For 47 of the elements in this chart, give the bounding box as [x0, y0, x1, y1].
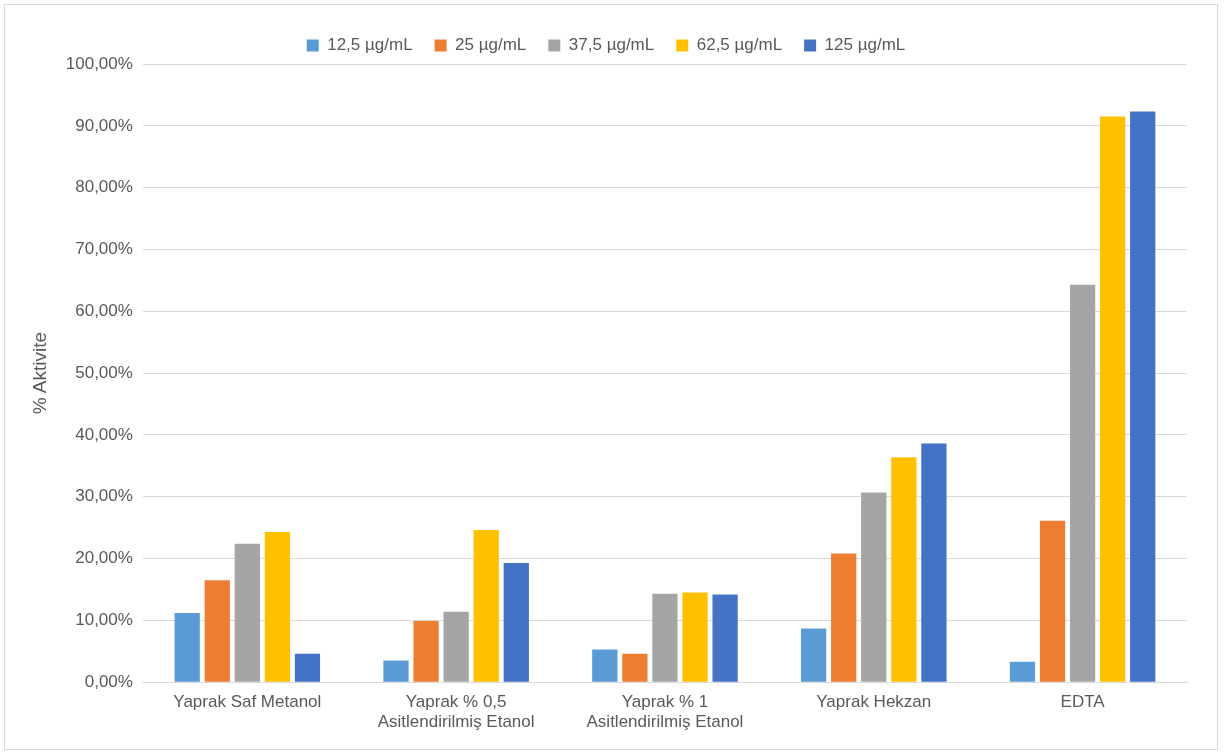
- x-tick-label: Yaprak % 0,5 Asitlendirilmiş Etanol: [377, 692, 535, 732]
- y-tick-label: 30,00%: [75, 486, 133, 506]
- bar: [1009, 661, 1036, 682]
- bar: [234, 543, 260, 682]
- y-tick-label: 100,00%: [65, 53, 133, 73]
- bar: [622, 653, 648, 682]
- bar: [503, 562, 529, 682]
- legend-label: 125 µg/mL: [824, 35, 906, 55]
- y-tick-label: 90,00%: [75, 115, 133, 135]
- legend-label: 25 µg/mL: [455, 35, 527, 55]
- y-tick-label: 40,00%: [75, 424, 133, 444]
- y-tick-label: 0,00%: [84, 671, 133, 691]
- bar: [652, 593, 678, 682]
- bar: [294, 653, 321, 682]
- y-tick-label: 10,00%: [75, 610, 133, 630]
- bar: [204, 580, 230, 682]
- bar: [264, 531, 291, 682]
- y-tick-label: 80,00%: [75, 177, 133, 197]
- x-tick-label: EDTA: [1060, 692, 1106, 712]
- bar: [174, 612, 200, 682]
- y-tick-label: 60,00%: [75, 300, 133, 320]
- legend-label: 12,5 µg/mL: [327, 35, 413, 55]
- bar: [831, 553, 857, 682]
- bar: [801, 628, 827, 682]
- bar: [443, 611, 469, 682]
- bar: [682, 592, 708, 682]
- bar: [1039, 520, 1066, 682]
- x-tick-label: Yaprak Saf Metanol: [173, 692, 322, 712]
- bar: [1100, 116, 1126, 682]
- bar: [383, 660, 409, 682]
- bar: [891, 457, 917, 682]
- x-tick-label: Yaprak Hekzan: [816, 692, 932, 712]
- bar: [592, 649, 618, 682]
- bar: [413, 621, 439, 682]
- y-tick-label: 50,00%: [75, 362, 133, 382]
- bar: [1130, 111, 1156, 682]
- legend-label: 37,5 µg/mL: [568, 35, 655, 55]
- bar: [921, 443, 947, 682]
- y-tick-label: 20,00%: [75, 548, 133, 568]
- legend-label: 62,5 µg/mL: [696, 35, 783, 55]
- bar: [473, 530, 499, 682]
- bar: [712, 594, 738, 682]
- x-tick-label: Yaprak % 1 Asitlendirilmiş Etanol: [586, 692, 744, 732]
- y-axis-title: % Aktivite: [28, 331, 50, 415]
- y-tick-label: 70,00%: [75, 239, 133, 259]
- bar: [1069, 284, 1096, 682]
- bar: [861, 492, 887, 682]
